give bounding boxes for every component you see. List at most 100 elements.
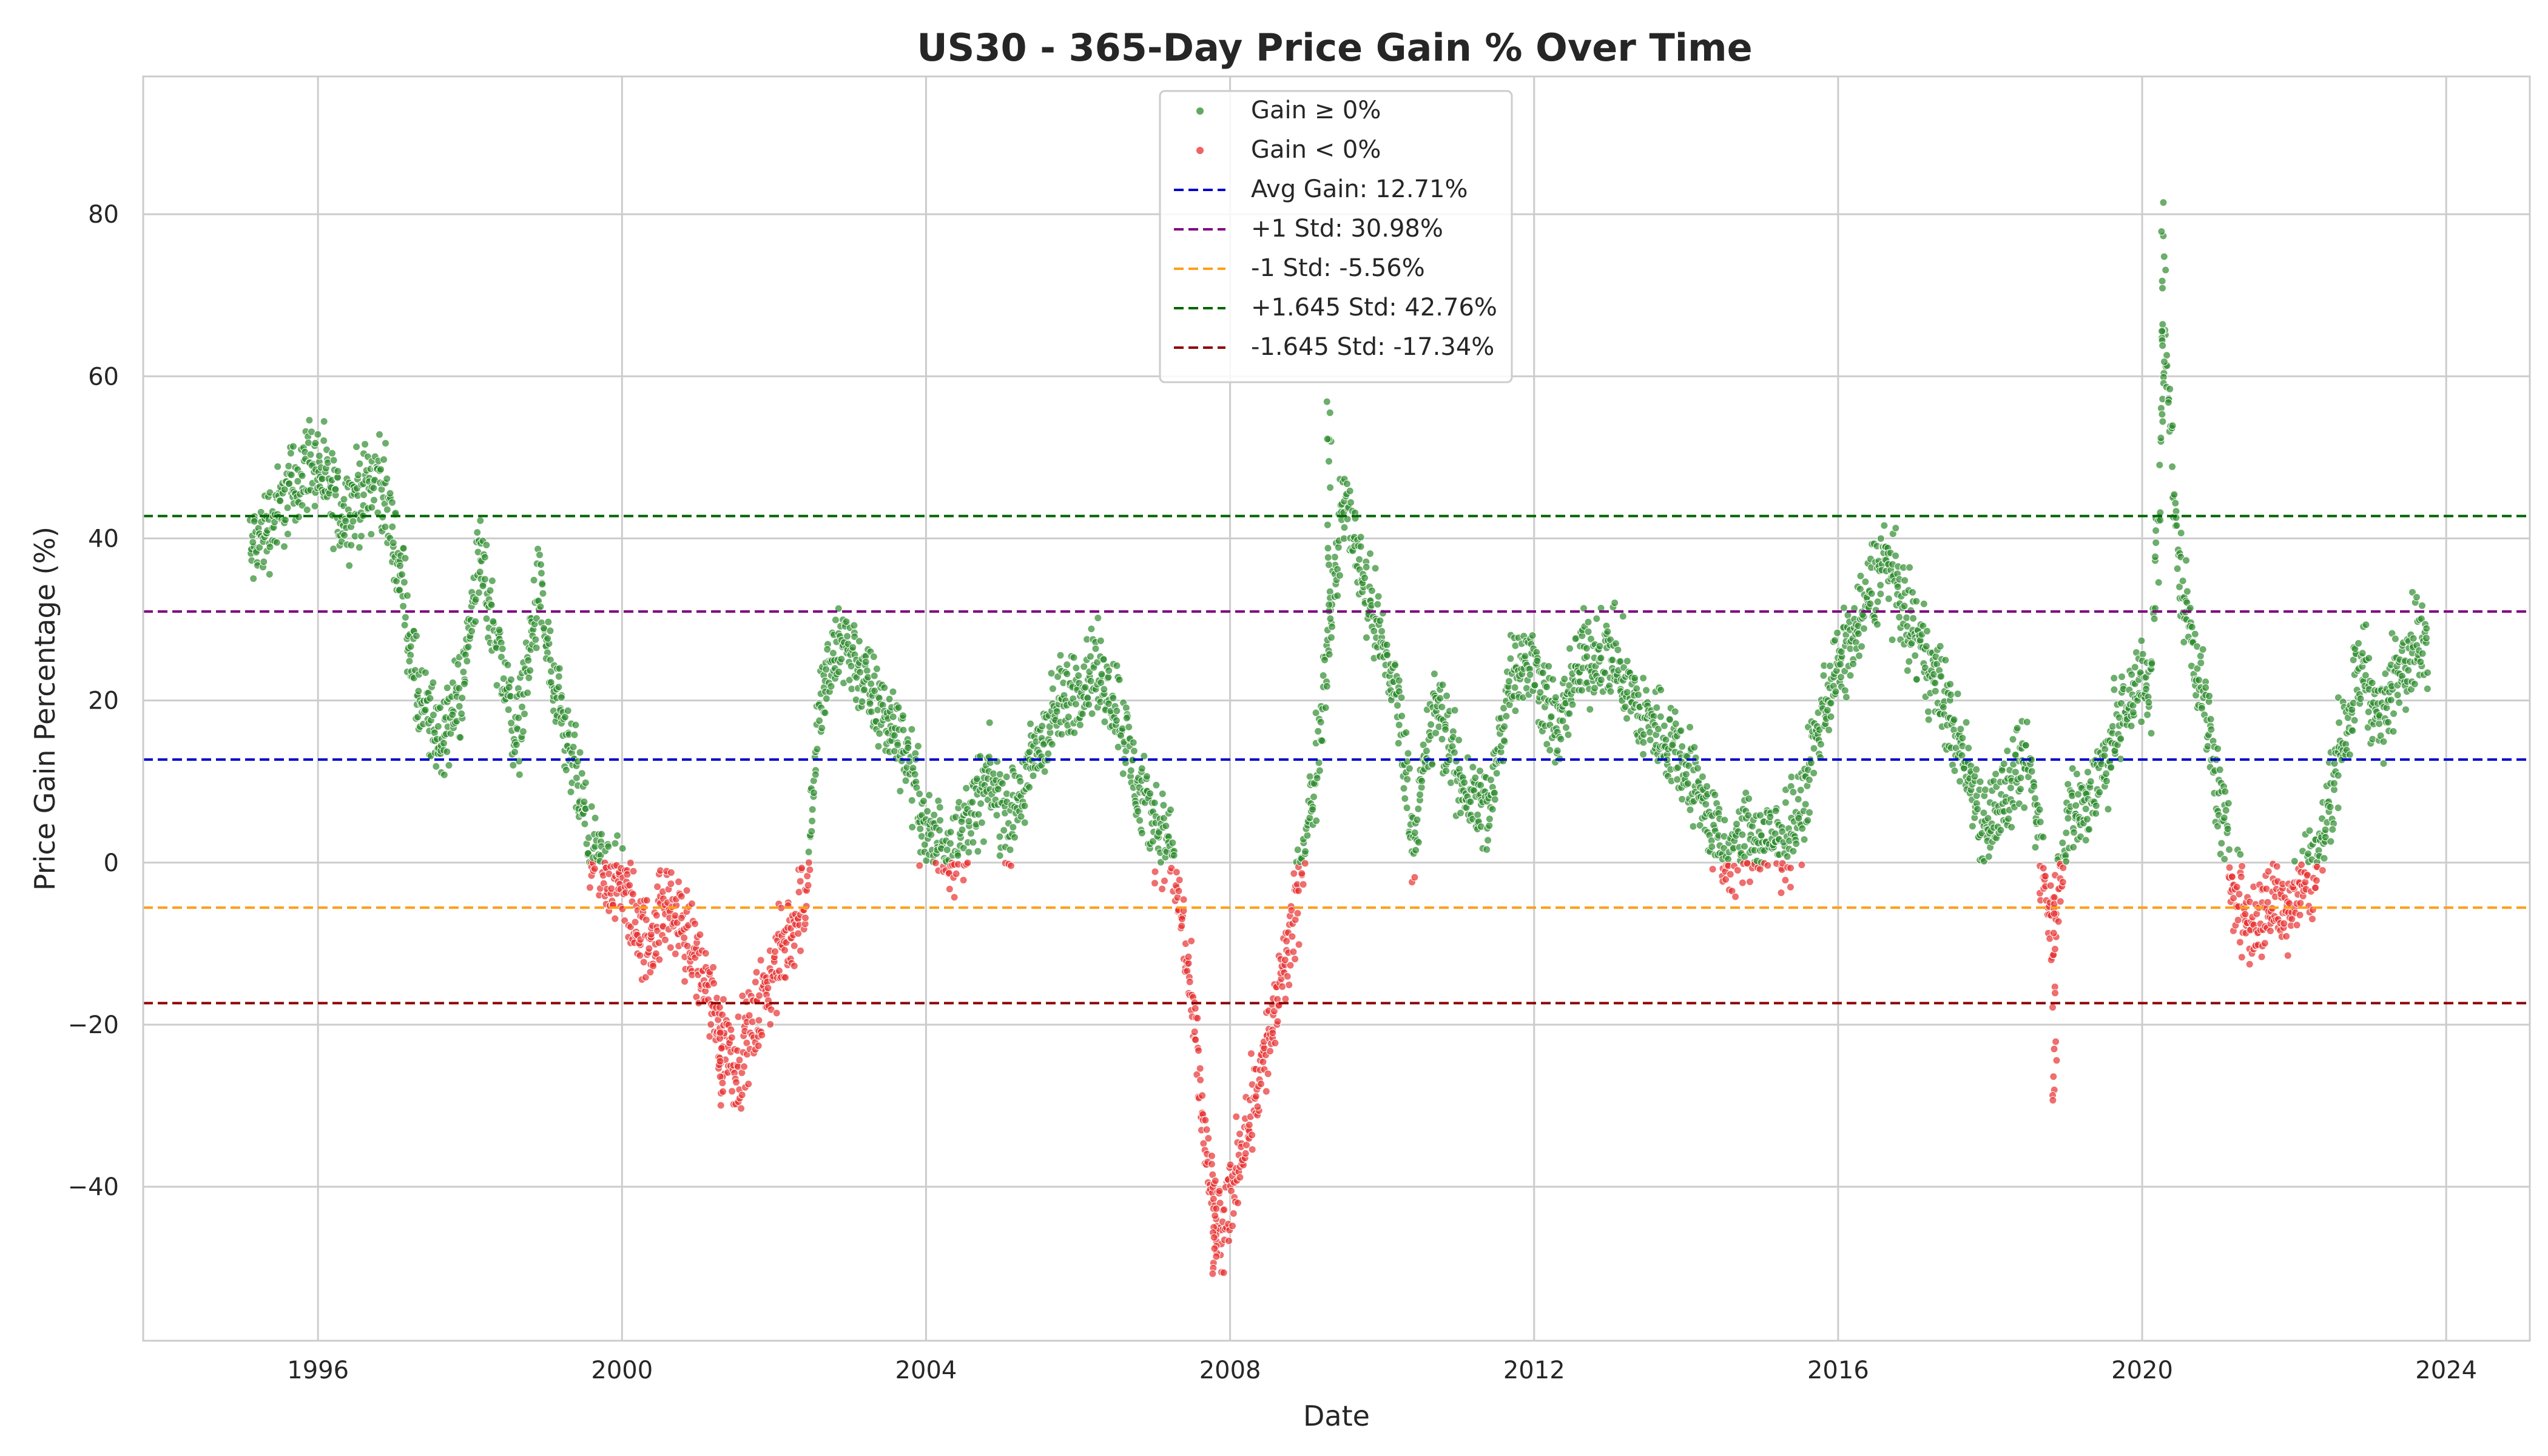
gain-positive-point [2158, 277, 2166, 285]
gain-positive-point [1343, 515, 1352, 524]
gain-positive-point [1684, 780, 1692, 787]
gain-positive-point [2193, 664, 2202, 673]
gain-positive-point [1832, 687, 1840, 696]
gain-positive-point [1490, 789, 1498, 797]
gain-positive-point [870, 672, 878, 680]
gain-positive-point [1583, 652, 1591, 661]
gain-positive-point [2220, 814, 2228, 822]
gain-positive-point [2039, 833, 2048, 841]
gain-positive-point [2159, 198, 2168, 207]
gain-positive-point [2156, 516, 2165, 524]
gain-positive-point [867, 679, 875, 688]
gain-positive-point [1309, 805, 1316, 814]
gain-positive-point [618, 844, 627, 852]
gain-negative-point [1219, 1269, 1228, 1277]
gain-positive-point [455, 684, 463, 692]
scatter-points [246, 198, 2432, 1278]
gain-positive-point [935, 803, 944, 812]
gain-positive-point [1500, 736, 1508, 745]
gain-positive-point [2117, 735, 2125, 743]
gain-positive-point [1109, 694, 1117, 703]
gain-negative-point [2230, 894, 2238, 902]
gain-positive-point [546, 627, 554, 635]
gain-positive-point [2083, 815, 2091, 823]
gain-negative-point [653, 926, 662, 935]
gain-negative-point [1201, 1116, 1210, 1124]
gain-positive-point [889, 687, 897, 696]
gain-positive-point [1323, 435, 1332, 443]
gain-positive-point [1078, 710, 1087, 718]
gain-positive-point [347, 541, 356, 550]
gain-positive-point [414, 687, 423, 695]
gain-negative-point [2059, 863, 2068, 872]
gain-positive-point [1586, 705, 1594, 713]
gain-positive-point [2423, 684, 2432, 693]
gain-positive-point [1956, 725, 1965, 733]
gain-negative-point [740, 1062, 748, 1071]
gain-positive-point [808, 817, 817, 825]
gain-positive-point [1947, 690, 1955, 699]
gain-positive-point [480, 553, 489, 561]
gain-positive-point [2163, 351, 2171, 360]
gain-positive-point [1476, 767, 1484, 775]
gain-positive-point [389, 539, 397, 547]
gain-positive-point [2160, 357, 2168, 366]
gain-positive-point [965, 817, 973, 826]
gain-positive-point [1301, 848, 1310, 855]
gain-positive-point [315, 451, 323, 460]
gain-positive-point [1565, 681, 1574, 690]
gain-positive-point [1597, 676, 1605, 684]
gain-positive-point [1466, 798, 1475, 806]
gain-positive-point [2142, 685, 2150, 693]
gain-negative-point [707, 1020, 715, 1029]
gain-positive-point [260, 558, 268, 566]
gain-positive-point [2147, 729, 2155, 738]
gain-positive-point [2070, 828, 2078, 837]
gain-negative-point [1225, 1236, 1233, 1245]
gain-positive-point [432, 762, 440, 770]
gain-positive-point [2118, 673, 2126, 681]
gain-positive-point [1325, 601, 1333, 609]
gain-positive-point [1778, 827, 1787, 836]
gain-positive-point [845, 676, 854, 684]
gain-positive-point [1070, 653, 1078, 662]
gain-positive-point [1631, 674, 1639, 682]
gain-positive-point [255, 543, 264, 551]
gain-negative-point [1234, 1199, 1242, 1207]
gain-positive-point [340, 531, 349, 539]
gain-positive-point [1905, 657, 1913, 666]
gain-positive-point [2100, 752, 2109, 760]
gain-positive-point [283, 530, 292, 538]
gain-positive-point [2127, 722, 2135, 730]
gain-positive-point [1412, 846, 1420, 854]
gain-positive-point [807, 827, 816, 835]
gain-positive-point [1798, 824, 1807, 833]
gain-negative-point [727, 1033, 736, 1042]
gain-positive-point [1678, 743, 1687, 750]
gain-positive-point [554, 683, 563, 692]
gain-positive-point [1559, 716, 1567, 725]
gain-positive-point [1096, 636, 1105, 645]
gain-negative-point [1208, 1151, 1216, 1160]
gain-positive-point [1323, 397, 1331, 406]
gain-positive-point [463, 657, 471, 666]
gain-positive-point [581, 820, 589, 828]
gain-positive-point [1087, 652, 1094, 661]
gain-positive-point [434, 722, 442, 730]
gain-positive-point [1343, 480, 1351, 488]
gain-positive-point [1074, 672, 1083, 679]
gain-negative-point [1178, 915, 1186, 923]
gain-positive-point [2095, 788, 2104, 797]
gain-negative-point [950, 893, 959, 902]
gain-positive-point [1374, 592, 1383, 601]
gain-positive-point [1070, 729, 1079, 737]
gain-positive-point [1810, 769, 1818, 777]
gain-negative-point [2311, 883, 2320, 892]
gain-negative-point [796, 877, 804, 886]
gain-positive-point [398, 570, 406, 579]
gain-positive-point [1861, 578, 1870, 586]
gain-positive-point [1639, 738, 1648, 747]
gain-positive-point [1402, 729, 1410, 736]
gain-positive-point [1973, 805, 1982, 814]
gain-positive-point [2107, 763, 2115, 772]
